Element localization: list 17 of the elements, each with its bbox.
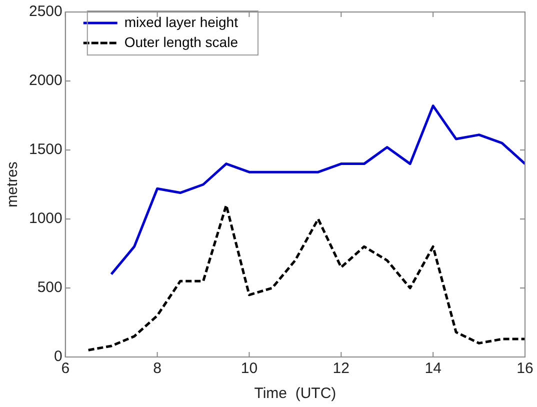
x-tick-label: 12 <box>332 360 350 378</box>
line-series <box>87 204 525 352</box>
x-tick-label: 8 <box>153 360 162 378</box>
x-tick-label: 10 <box>240 360 258 378</box>
y-axis-title: metres <box>4 162 22 208</box>
x-axis-title: Time (UTC) <box>254 385 336 402</box>
y-tick-label: 2000 <box>28 72 62 90</box>
y-tick-label: 1500 <box>28 141 62 158</box>
y-tick-label: 2500 <box>28 3 62 20</box>
x-tick-label: 16 <box>516 360 534 378</box>
y-tick-label: 0 <box>54 348 62 366</box>
x-tick-label: 6 <box>61 360 70 378</box>
y-tick-label: 500 <box>37 279 62 296</box>
x-tick-label: 14 <box>424 360 442 378</box>
legend-label: Outer length scale <box>124 34 238 50</box>
y-tick-label: 1000 <box>28 210 62 228</box>
legend-label: mixed layer height <box>124 14 238 30</box>
